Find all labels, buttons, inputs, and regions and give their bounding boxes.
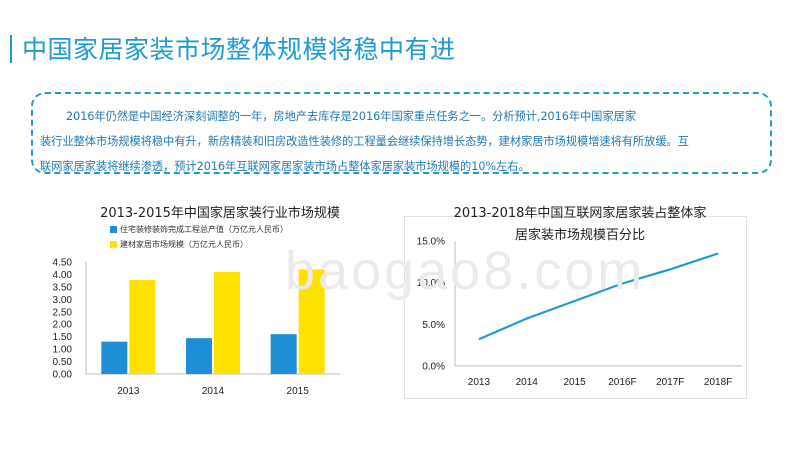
bar-y-tick-label: 4.00 [53,270,73,281]
bar-2015-series-1 [270,334,297,374]
summary-box [31,92,772,174]
summary-text: 2016年仍然是中国经济深刻调整的一年，房地产去库存是2016年国家重点任务之一… [40,104,775,179]
line-chart-frame [404,216,747,399]
bar-2015-series-2 [298,269,325,374]
legend-swatch-yellow [110,241,117,248]
line-x-tick-label: 2015 [563,377,586,388]
bar-x-tick-label: 2015 [287,386,310,397]
bar-y-tick-label: 4.50 [53,258,73,269]
watermark: baogao8.com [285,241,646,301]
bar-y-tick-label: 1.00 [53,345,73,356]
line-x-tick-label: 2014 [516,377,539,388]
line-y-tick-label: 0.0% [422,362,445,373]
bar-chart-title: 2013-2015年中国家居家装行业市场规模 [100,206,340,221]
line-x-tick-label: 2013 [468,377,491,388]
line-y-tick-label: 15.0% [417,237,445,248]
bar-y-tick-label: 0.50 [53,357,73,368]
bar-x-tick-label: 2013 [117,386,140,397]
bar-x-tick-label: 2014 [202,386,225,397]
summary-line-1: 2016年仍然是中国经济深刻调整的一年，房地产去库存是2016年国家重点任务之一… [66,110,637,123]
line-x-tick-label: 2016F [608,377,636,388]
title-accent-bar [10,35,12,63]
bar-2013-series-2 [129,279,156,374]
bar-y-tick-label: 3.00 [53,295,73,306]
line-x-tick-label: 2018F [704,377,732,388]
bar-legend-label-1: 住宅装修装饰完成工程总产值（万亿元人民币） [120,225,288,234]
line-chart-title-line-1: 2013-2018年中国互联网家居家装占整体家 [453,206,707,221]
bar-y-tick-label: 0.00 [53,370,73,381]
bar-legend-label-2: 建材家居市场规模（万亿元人民币） [120,240,248,249]
bar-y-tick-label: 2.50 [53,307,73,318]
bar-2014-series-1 [186,338,212,374]
page-title: 中国家居家装市场整体规模将稳中有进 [22,35,456,64]
bar-y-tick-label: 3.50 [53,282,73,293]
line-y-tick-label: 5.0% [422,320,445,331]
line-y-tick-label: 10.0% [417,278,445,289]
line-chart-title-line-2: 居家装市场规模百分比 [514,228,645,243]
bar-2013-series-1 [101,341,128,374]
line-series [478,252,719,341]
summary-line-3: 联网家居家装将继续渗透，预计2016年互联网家居家装市场占整体家居家装市场规模的… [40,160,530,173]
legend-swatch-blue [110,226,117,233]
line-x-tick-label: 2017F [656,377,684,388]
bar-y-tick-label: 1.50 [53,332,73,343]
summary-line-2: 装行业整体市场规模将稳中有升，新房精装和旧房改造性装修的工程量会继续保持增长态势… [40,135,689,148]
bar-2014-series-2 [214,271,240,374]
bar-y-tick-label: 2.00 [53,320,73,331]
bar-legend-item-2: 建材家居市场规模（万亿元人民币） [110,239,248,250]
bar-legend-item-1: 住宅装修装饰完成工程总产值（万亿元人民币） [110,224,288,235]
